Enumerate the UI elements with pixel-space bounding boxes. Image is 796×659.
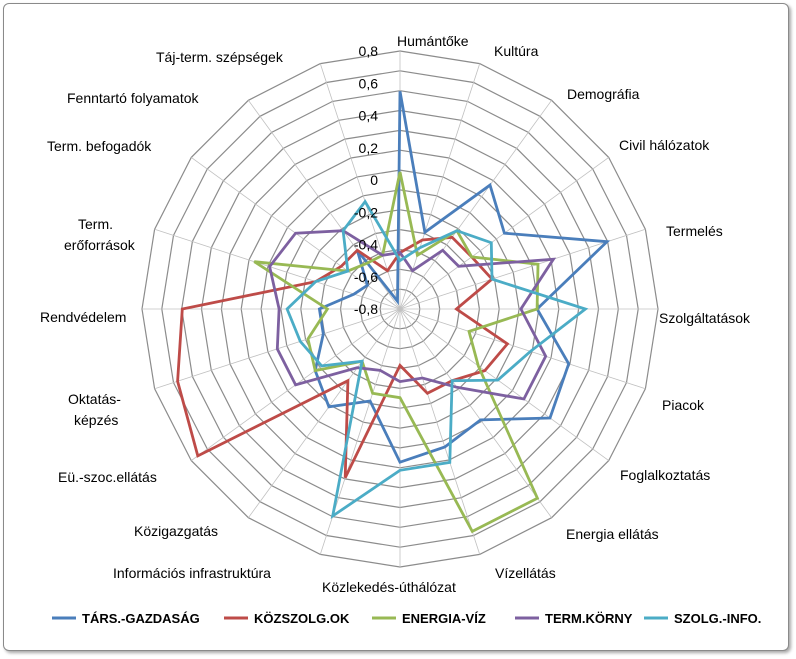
grid-spoke — [399, 100, 552, 310]
grid-spoke — [399, 308, 646, 390]
grid-spoke — [399, 308, 481, 555]
category-label: Piacok — [662, 397, 705, 413]
radar-spokes — [142, 51, 658, 567]
grid-spoke — [399, 63, 481, 310]
category-label: Szolgáltatások — [659, 310, 751, 326]
category-label: Táj-term. szépségek — [156, 49, 284, 65]
radar-series — [176, 91, 611, 534]
category-labels: Humántőke Kultúra Demográfia Civil hálózato… — [40, 33, 751, 595]
category-label: Humántőke — [397, 33, 469, 49]
category-label: Oktatás-képzés — [68, 391, 121, 428]
category-label: Rendvédelem — [40, 309, 126, 325]
category-label: Energia ellátás — [566, 526, 659, 542]
legend-label: ENERGIA-VÍZ — [402, 611, 486, 626]
radial-tick-labels: -0,8 -0,6 -0,4 -0,2 0 0,2 0,4 0,6 0,8 — [354, 43, 378, 317]
series-line-4 — [285, 199, 589, 520]
tick-label: 0,2 — [359, 140, 379, 156]
category-label: Fenntartó folyamatok — [67, 90, 200, 106]
tick-label: 0 — [370, 172, 378, 188]
category-label: Közlekedés-úthálózat — [322, 579, 456, 595]
category-label: Közigazgatás — [134, 523, 218, 539]
tick-label: -0,2 — [354, 204, 378, 220]
category-label: Foglalkoztatás — [620, 467, 710, 483]
tick-label: -0,8 — [354, 301, 378, 317]
category-label: Term. befogadók — [47, 138, 152, 154]
series-line-0 — [313, 91, 611, 464]
tick-label: -0,4 — [354, 237, 378, 253]
legend-label: KÖZSZOLG.OK — [254, 611, 350, 626]
grid-spoke — [399, 308, 552, 518]
category-label: Civil hálózatok — [619, 137, 710, 153]
grid-spoke — [154, 228, 401, 310]
series-line-2 — [253, 171, 540, 534]
grid-spoke — [319, 63, 401, 310]
tick-label: 0,8 — [359, 43, 379, 59]
tick-label: 0,4 — [359, 108, 379, 124]
category-label: Term. erőforrások — [64, 216, 136, 253]
category-label: Eü.-szoc.ellátás — [58, 469, 157, 485]
series-line-3 — [268, 229, 557, 401]
tick-label: -0,6 — [354, 269, 378, 285]
category-label: Vízellátás — [495, 565, 556, 581]
legend-label: TERM.KÖRNY — [545, 611, 633, 626]
grid-spoke — [399, 308, 609, 461]
category-label: Kultúra — [494, 43, 539, 59]
legend-label: SZOLG.-INFO. — [674, 611, 761, 626]
category-label: Információs infrastruktúra — [113, 565, 271, 581]
category-label: Termelés — [666, 223, 723, 239]
tick-label: 0,6 — [359, 75, 379, 91]
grid-spoke — [248, 308, 401, 518]
category-label: Demográfia — [567, 86, 640, 102]
legend-label: TÁRS.-GAZDASÁG — [82, 611, 200, 626]
legend: TÁRS.-GAZDASÁG KÖZSZOLG.OK ENERGIA-VÍZ TERM… — [52, 611, 761, 626]
